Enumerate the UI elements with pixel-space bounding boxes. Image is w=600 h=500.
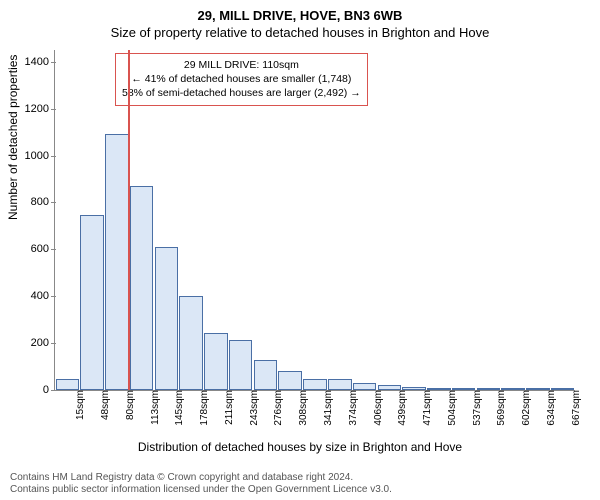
x-axis-label: Distribution of detached houses by size … <box>0 440 600 454</box>
annotation-line-1: 29 MILL DRIVE: 110sqm <box>122 58 361 72</box>
x-tick: 537sqm <box>470 390 483 426</box>
x-tick: 569sqm <box>494 390 507 426</box>
bar <box>130 186 154 390</box>
annotation-line-3: 58% of semi-detached houses are larger (… <box>122 86 361 100</box>
bar <box>204 333 228 390</box>
x-tick: 439sqm <box>395 390 408 426</box>
bar <box>278 371 302 390</box>
x-tick: 211sqm <box>222 390 235 425</box>
bar <box>353 383 377 390</box>
x-tick: 145sqm <box>172 390 185 426</box>
bar <box>179 296 203 390</box>
annotation-box: 29 MILL DRIVE: 110sqm ← 41% of detached … <box>115 53 368 106</box>
chart-container: 29, MILL DRIVE, HOVE, BN3 6WB Size of pr… <box>0 0 600 500</box>
bar <box>105 134 129 390</box>
y-tick: 600 <box>19 243 55 255</box>
bar <box>303 379 327 390</box>
y-tick: 200 <box>19 337 55 349</box>
x-tick: 15sqm <box>73 390 86 420</box>
footer-line-2: Contains public sector information licen… <box>10 484 590 496</box>
x-tick: 80sqm <box>123 390 136 420</box>
bar <box>328 379 352 390</box>
annotation-line-2: ← 41% of detached houses are smaller (1,… <box>122 72 361 86</box>
y-tick: 1000 <box>19 150 55 162</box>
x-tick: 276sqm <box>271 390 284 426</box>
x-tick: 48sqm <box>98 390 111 420</box>
x-tick: 504sqm <box>445 390 458 426</box>
x-tick: 308sqm <box>296 390 309 426</box>
chart-subtitle: Size of property relative to detached ho… <box>0 23 600 40</box>
footer-attribution: Contains HM Land Registry data © Crown c… <box>10 472 590 496</box>
chart-title: 29, MILL DRIVE, HOVE, BN3 6WB <box>0 0 600 23</box>
plot-area: 29 MILL DRIVE: 110sqm ← 41% of detached … <box>54 50 575 391</box>
bar <box>254 360 278 390</box>
bar <box>229 340 253 390</box>
x-tick: 667sqm <box>569 390 582 426</box>
y-tick: 0 <box>19 384 55 396</box>
x-tick: 602sqm <box>519 390 532 426</box>
x-tick: 178sqm <box>197 390 210 426</box>
x-tick: 471sqm <box>420 390 433 426</box>
bar <box>80 215 104 390</box>
y-tick: 1400 <box>19 56 55 68</box>
y-tick: 1200 <box>19 103 55 115</box>
x-tick: 634sqm <box>544 390 557 426</box>
x-tick: 406sqm <box>371 390 384 426</box>
bar <box>56 379 80 390</box>
reference-line <box>128 50 130 390</box>
footer-line-1: Contains HM Land Registry data © Crown c… <box>10 472 590 484</box>
x-tick: 374sqm <box>346 390 359 426</box>
x-tick: 341sqm <box>321 390 334 426</box>
y-tick: 400 <box>19 290 55 302</box>
bar <box>155 247 179 390</box>
x-tick: 113sqm <box>148 390 161 425</box>
y-axis-label: Number of detached properties <box>6 55 20 220</box>
y-tick: 800 <box>19 196 55 208</box>
x-tick: 243sqm <box>247 390 260 426</box>
